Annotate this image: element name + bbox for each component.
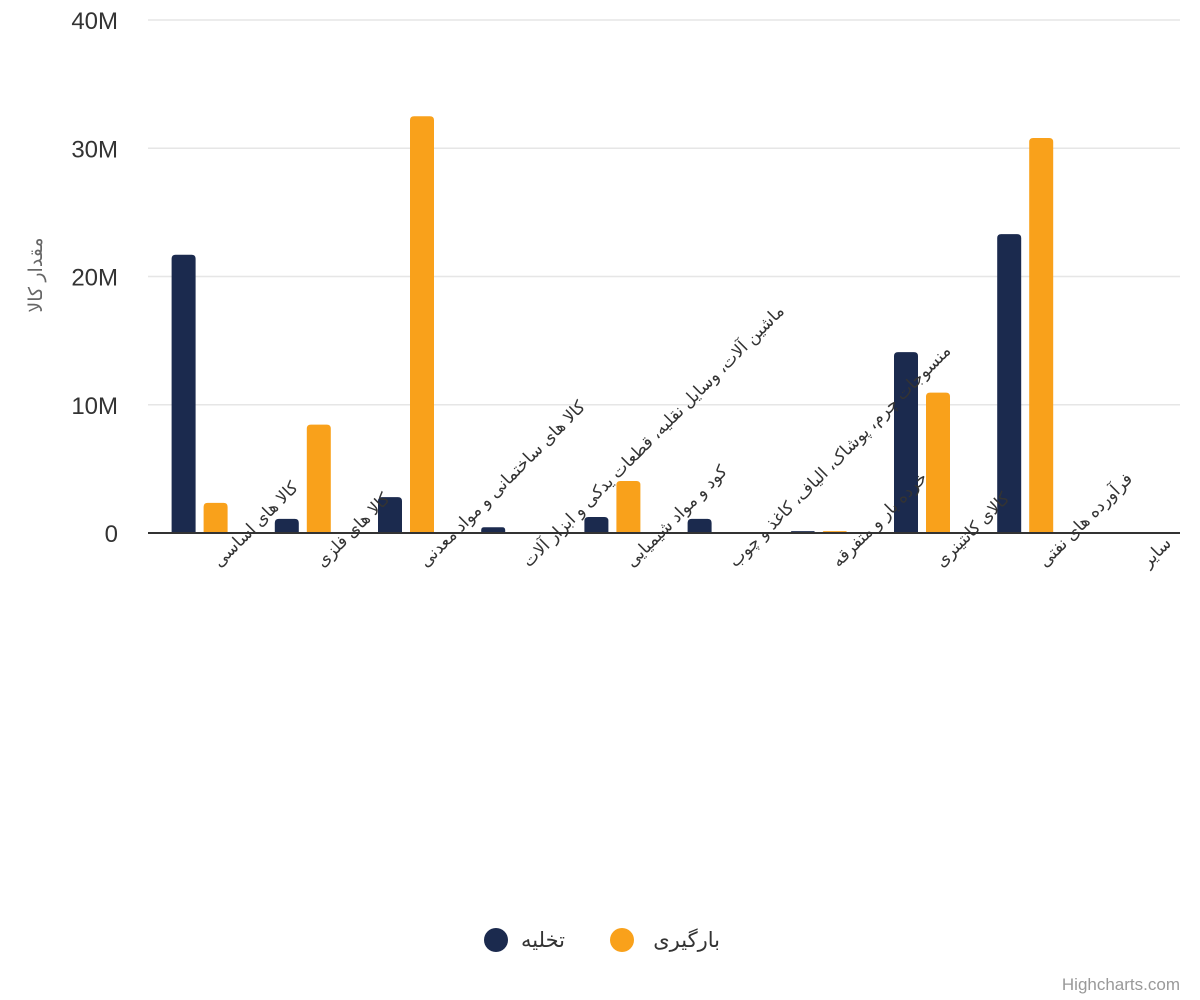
bar[interactable] xyxy=(203,502,228,533)
y-tick-label: 20M xyxy=(71,265,118,292)
bar[interactable] xyxy=(997,234,1022,534)
bar[interactable] xyxy=(410,116,434,533)
y-axis-title: مقدار کالا xyxy=(26,237,47,312)
y-tick-label: 40M xyxy=(71,8,118,35)
bars xyxy=(171,116,1054,534)
legend-marker xyxy=(610,928,634,952)
y-tick-label: 10M xyxy=(71,393,118,420)
legend-label: تخلیه xyxy=(521,929,565,952)
x-tick-label: سایر xyxy=(1137,534,1175,572)
bar[interactable] xyxy=(171,254,196,533)
x-tick-label: منسوجات چرم، پوشاک، الیاف، کاغذ و چوب xyxy=(725,341,955,571)
bar[interactable] xyxy=(616,481,641,533)
bar[interactable] xyxy=(481,527,506,533)
bar[interactable] xyxy=(274,518,299,533)
legend-marker xyxy=(484,928,508,952)
bar[interactable] xyxy=(926,392,950,533)
y-tick-label: 0 xyxy=(105,521,118,548)
legend-label: بارگیری xyxy=(653,928,720,952)
legend-item[interactable]: بارگیری xyxy=(610,928,720,952)
bar[interactable] xyxy=(1029,137,1054,534)
bar[interactable] xyxy=(687,518,712,533)
y-tick-label: 30M xyxy=(71,136,118,163)
bar[interactable] xyxy=(584,516,609,533)
legend[interactable]: تخلیه بارگیری xyxy=(484,928,720,952)
credits[interactable]: Highcharts.com xyxy=(1062,975,1180,994)
legend-item[interactable]: تخلیه xyxy=(484,928,565,952)
bar[interactable] xyxy=(306,424,331,533)
bar[interactable] xyxy=(894,352,918,533)
gridlines xyxy=(148,19,1180,406)
x-tick-label: کالا های ساختمانی و مواد معدنی xyxy=(415,397,589,571)
y-axis-ticks: 0 10M 20M 30M 40M xyxy=(71,8,118,548)
bar[interactable] xyxy=(378,497,402,533)
